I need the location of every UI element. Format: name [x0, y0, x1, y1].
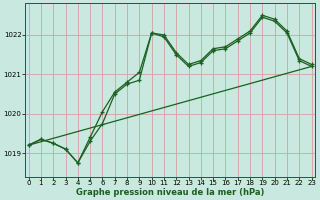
X-axis label: Graphe pression niveau de la mer (hPa): Graphe pression niveau de la mer (hPa)	[76, 188, 264, 197]
